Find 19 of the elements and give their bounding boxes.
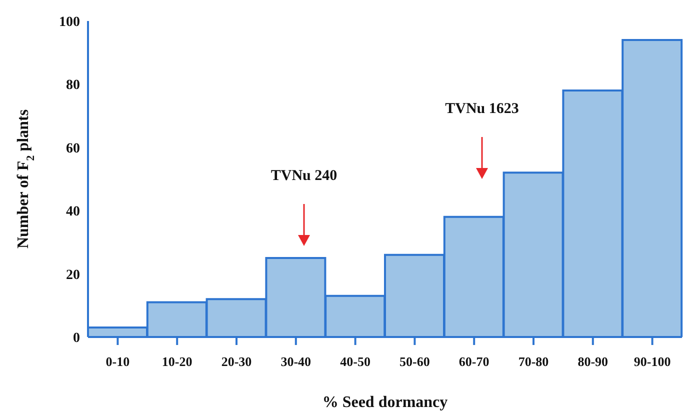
x-tick-label: 60-70 <box>458 354 490 370</box>
x-tick-label: 50-60 <box>400 354 430 370</box>
x-tick-label: 0-10 <box>106 354 130 370</box>
x-tick-label: 40-50 <box>340 354 370 370</box>
y-tick-label: 80 <box>66 78 80 94</box>
y-tick-label: 20 <box>66 268 80 283</box>
annotation: TVNu 1623 <box>445 101 519 117</box>
y-tick-label: 100 <box>59 14 80 30</box>
annotation: TVNu 240 <box>270 168 338 184</box>
y-tick-label: 0 <box>73 330 80 346</box>
x-tick-label: 10-20 <box>162 354 192 370</box>
x-tick-label: 90-100 <box>634 354 671 370</box>
x-tick-label: 70-80 <box>518 354 549 370</box>
x-tick-label: 80-90 <box>578 354 608 370</box>
x-tick-label: 20-30 <box>221 354 252 370</box>
y-tick-label: 60 <box>66 141 80 156</box>
x-axis-title: % Seed dormancy <box>322 394 448 411</box>
y-tick-label: 40 <box>66 204 80 220</box>
x-tick-label: 30-40 <box>280 354 312 370</box>
